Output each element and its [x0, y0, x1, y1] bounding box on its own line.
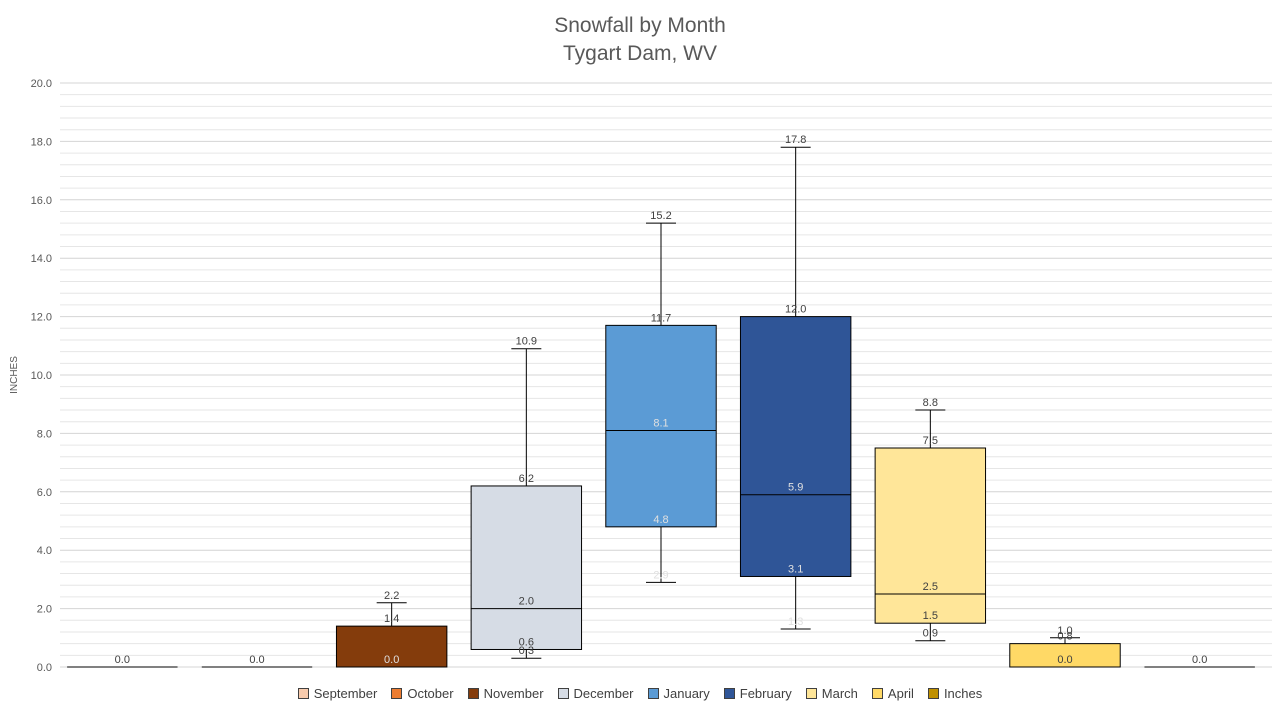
- legend-swatch: [647, 688, 659, 699]
- legend-swatch: [871, 688, 883, 699]
- data-label: 10.9: [516, 336, 537, 348]
- data-label: 3.1: [788, 563, 803, 575]
- y-tick-label: 16.0: [31, 195, 52, 207]
- data-label: 2.5: [923, 581, 938, 593]
- data-label: 2.9: [653, 569, 668, 581]
- data-label: 12.0: [785, 304, 806, 316]
- box-rect: [874, 447, 987, 624]
- legend-swatch: [391, 688, 403, 699]
- legend-label: October: [407, 686, 454, 701]
- box-december: 10.9 6.2 2.0 0.60.3: [470, 336, 583, 659]
- data-label: 2.0: [519, 596, 534, 608]
- box-plot-chart: 0.02.04.06.08.010.012.014.016.018.020.0 …: [9, 78, 1272, 674]
- legend-item: April: [871, 686, 914, 701]
- data-label: 0.6: [519, 636, 534, 648]
- y-tick-label: 0.0: [37, 662, 52, 674]
- legend-swatch: [557, 688, 569, 699]
- legend-item: March: [805, 686, 858, 701]
- legend-item: September: [297, 686, 378, 701]
- box-inches: 0.0: [1144, 654, 1255, 668]
- y-tick-label: 4.0: [37, 545, 52, 557]
- data-label: 17.8: [785, 134, 806, 146]
- data-label: 4.8: [653, 514, 668, 526]
- box-september: 0.0: [67, 654, 178, 668]
- data-label: 0.0: [384, 654, 399, 666]
- data-label: 0.0: [115, 654, 130, 666]
- y-axis-label: INCHES: [9, 356, 20, 394]
- y-tick-label: 2.0: [37, 604, 52, 616]
- legend-label: April: [887, 686, 914, 701]
- legend-swatch: [723, 688, 735, 699]
- data-label: 1.5: [923, 610, 938, 622]
- legend-item: October: [391, 686, 454, 701]
- legend-label: Inches: [943, 686, 983, 701]
- y-tick-label: 20.0: [31, 78, 52, 90]
- data-label: 15.2: [650, 210, 671, 222]
- chart-title: Snowfall by Month: [554, 14, 726, 37]
- legend-label: November: [483, 686, 544, 701]
- box-april: 1.00.8 0.0: [1009, 625, 1121, 668]
- legend-label: February: [739, 686, 792, 701]
- y-tick-label: 14.0: [31, 253, 52, 265]
- y-tick-label: 12.0: [31, 312, 52, 324]
- data-label: 1.4: [384, 613, 399, 625]
- data-label: 8.1: [653, 417, 668, 429]
- data-label: 1.0: [1057, 625, 1072, 637]
- box-january: 15.2 11.7 8.1 4.8 2.9: [605, 210, 717, 583]
- data-label: 5.9: [788, 482, 803, 494]
- box-rect: [470, 485, 583, 650]
- legend-swatch: [467, 688, 479, 699]
- legend-label: September: [313, 686, 378, 701]
- data-label: 0.0: [249, 654, 264, 666]
- box-rect: [739, 316, 852, 577]
- data-label: 0.0: [1192, 654, 1207, 666]
- data-label: 2.2: [384, 590, 399, 602]
- y-axis-ticks: 0.0 2.0 4.0 6.0 8.0 10.0 12.0 14.0 16.0 18.0 20.0: [31, 78, 52, 674]
- legend-item: February: [723, 686, 792, 701]
- y-tick-label: 6.0: [37, 487, 52, 499]
- legend-label: December: [573, 686, 634, 701]
- data-label: 0.0: [1057, 654, 1072, 666]
- chart-subtitle: Tygart Dam, WV: [562, 42, 718, 65]
- legend-label: January: [663, 686, 710, 701]
- data-label: 6.2: [519, 473, 534, 485]
- y-tick-label: 8.0: [37, 428, 52, 440]
- data-label: 7.5: [923, 435, 938, 447]
- y-tick-label: 18.0: [31, 136, 52, 148]
- chart-title-block: Snowfall by Month Tygart Dam, WV: [0, 12, 1280, 68]
- data-label: 0.8: [1057, 631, 1072, 643]
- box-march: 8.8 7.5 2.5 1.5 0.9: [874, 397, 987, 642]
- data-label: 0.3: [519, 645, 534, 657]
- data-label: 8.8: [923, 397, 938, 409]
- legend-swatch: [927, 688, 939, 699]
- data-label: 0.9: [923, 628, 938, 640]
- legend-item: Inches: [927, 686, 983, 701]
- legend-item: January: [647, 686, 710, 701]
- box-rect: [605, 324, 717, 528]
- legend: September October November December January F…: [0, 686, 1280, 701]
- legend-item: December: [557, 686, 634, 701]
- legend-label: March: [821, 686, 858, 701]
- y-tick-label: 10.0: [31, 370, 52, 382]
- box-series: 0.0 0.0 2.2 1.4 0.0 10.9 6.2 2.0 0.60.3 15.2 11.7 8…: [67, 134, 1255, 668]
- box-october: 0.0: [201, 654, 313, 668]
- data-label: 1.3: [788, 616, 803, 628]
- box-november: 2.2 1.4 0.0: [335, 590, 448, 668]
- legend-swatch: [805, 688, 817, 699]
- legend-item: November: [467, 686, 544, 701]
- legend-swatch: [297, 688, 309, 699]
- data-label: 11.7: [651, 312, 672, 324]
- box-february: 17.8 12.0 5.9 3.1 1.3: [739, 134, 852, 630]
- box-rect: [335, 625, 448, 668]
